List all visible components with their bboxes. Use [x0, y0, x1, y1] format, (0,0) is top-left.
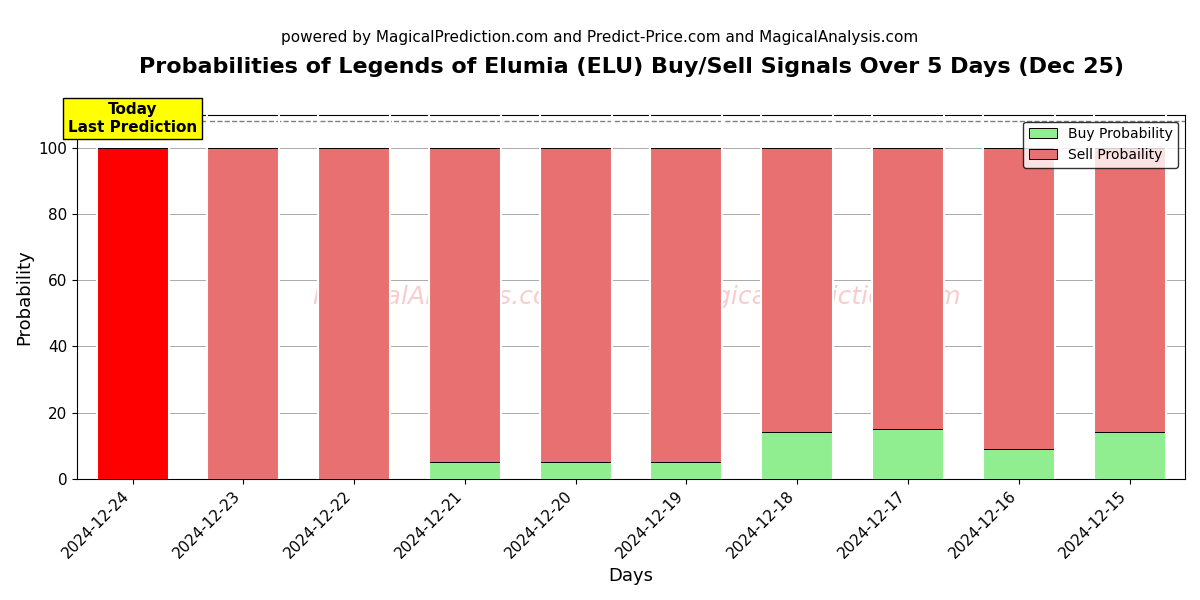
Bar: [872, 148, 944, 429]
Bar: [983, 148, 1055, 449]
Bar: [540, 148, 612, 462]
Bar: [428, 148, 500, 462]
Bar: [540, 462, 612, 479]
Bar: [650, 462, 722, 479]
Bar: [96, 148, 168, 479]
Text: Today
Last Prediction: Today Last Prediction: [68, 102, 197, 134]
Bar: [1093, 433, 1165, 479]
Bar: [318, 148, 390, 479]
Bar: [983, 449, 1055, 479]
Y-axis label: Probability: Probability: [14, 249, 32, 344]
Bar: [650, 148, 722, 462]
Bar: [208, 148, 280, 479]
Bar: [1093, 148, 1165, 433]
X-axis label: Days: Days: [608, 567, 654, 585]
Text: MagicalAnalysis.com: MagicalAnalysis.com: [312, 285, 572, 309]
Bar: [761, 148, 833, 433]
Bar: [428, 462, 500, 479]
Title: Probabilities of Legends of Elumia (ELU) Buy/Sell Signals Over 5 Days (Dec 25): Probabilities of Legends of Elumia (ELU)…: [138, 57, 1123, 77]
Text: MagicalPrediction.com: MagicalPrediction.com: [678, 285, 961, 309]
Bar: [761, 433, 833, 479]
Text: powered by MagicalPrediction.com and Predict-Price.com and MagicalAnalysis.com: powered by MagicalPrediction.com and Pre…: [281, 30, 919, 45]
Bar: [872, 429, 944, 479]
Legend: Buy Probability, Sell Probaility: Buy Probability, Sell Probaility: [1024, 122, 1178, 167]
